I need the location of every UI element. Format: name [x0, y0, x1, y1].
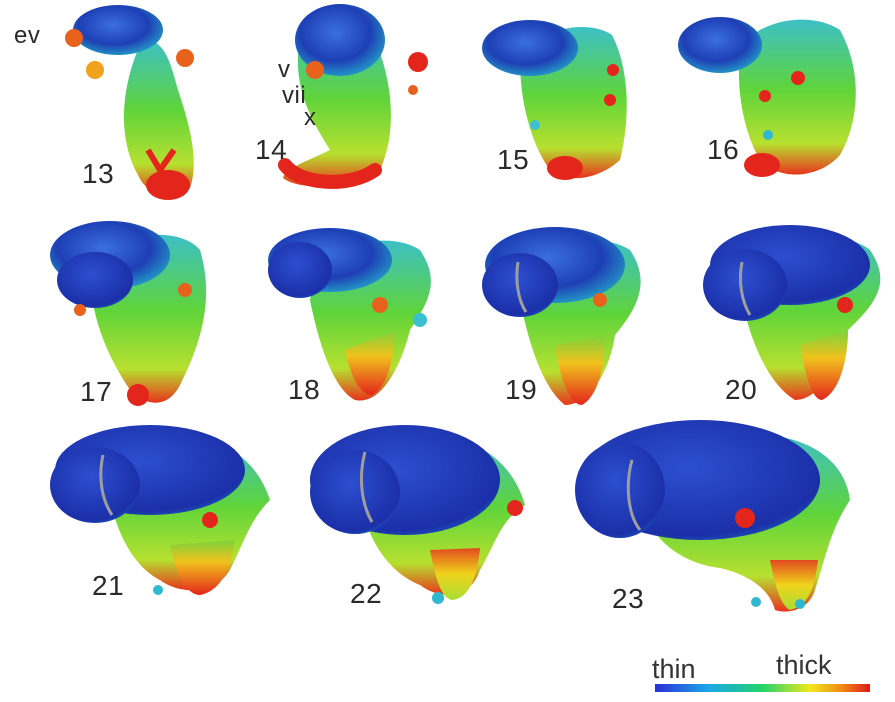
- stage-label-18: 18: [288, 374, 321, 405]
- scale-thick-label: thick: [776, 650, 832, 680]
- stage-label-15: 15: [497, 144, 530, 175]
- stage-label-17: 17: [80, 376, 113, 407]
- embryo-stage-19: [482, 227, 641, 405]
- label-v: v: [278, 56, 291, 83]
- embryo-stage-17: [50, 221, 207, 406]
- stage-label-20: 20: [725, 374, 758, 405]
- embryo-stage-15: [482, 20, 627, 180]
- embryo-stage-14: [278, 4, 428, 189]
- thickness-colorbar: [655, 684, 870, 692]
- scale-thin-label: thin: [652, 654, 696, 684]
- stage-label-13: 13: [82, 158, 115, 189]
- embryo-stage-16: [678, 17, 856, 177]
- embryo-stage-20: [703, 225, 881, 400]
- stage-label-19: 19: [505, 374, 538, 405]
- embryo-stage-21: [50, 425, 270, 595]
- stage-label-16: 16: [707, 134, 740, 165]
- label-ev: ev: [14, 22, 41, 49]
- stage-label-22: 22: [350, 578, 383, 609]
- embryo-stage-13: [65, 5, 194, 200]
- stage-label-23: 23: [612, 583, 645, 614]
- label-x: x: [304, 104, 317, 131]
- embryo-stage-18: [268, 228, 431, 401]
- stage-label-21: 21: [92, 570, 125, 601]
- stage-label-14: 14: [255, 134, 288, 165]
- label-vii: vii: [282, 82, 307, 109]
- embryo-stage-22: [310, 425, 525, 604]
- embryo-stage-23: [575, 420, 850, 612]
